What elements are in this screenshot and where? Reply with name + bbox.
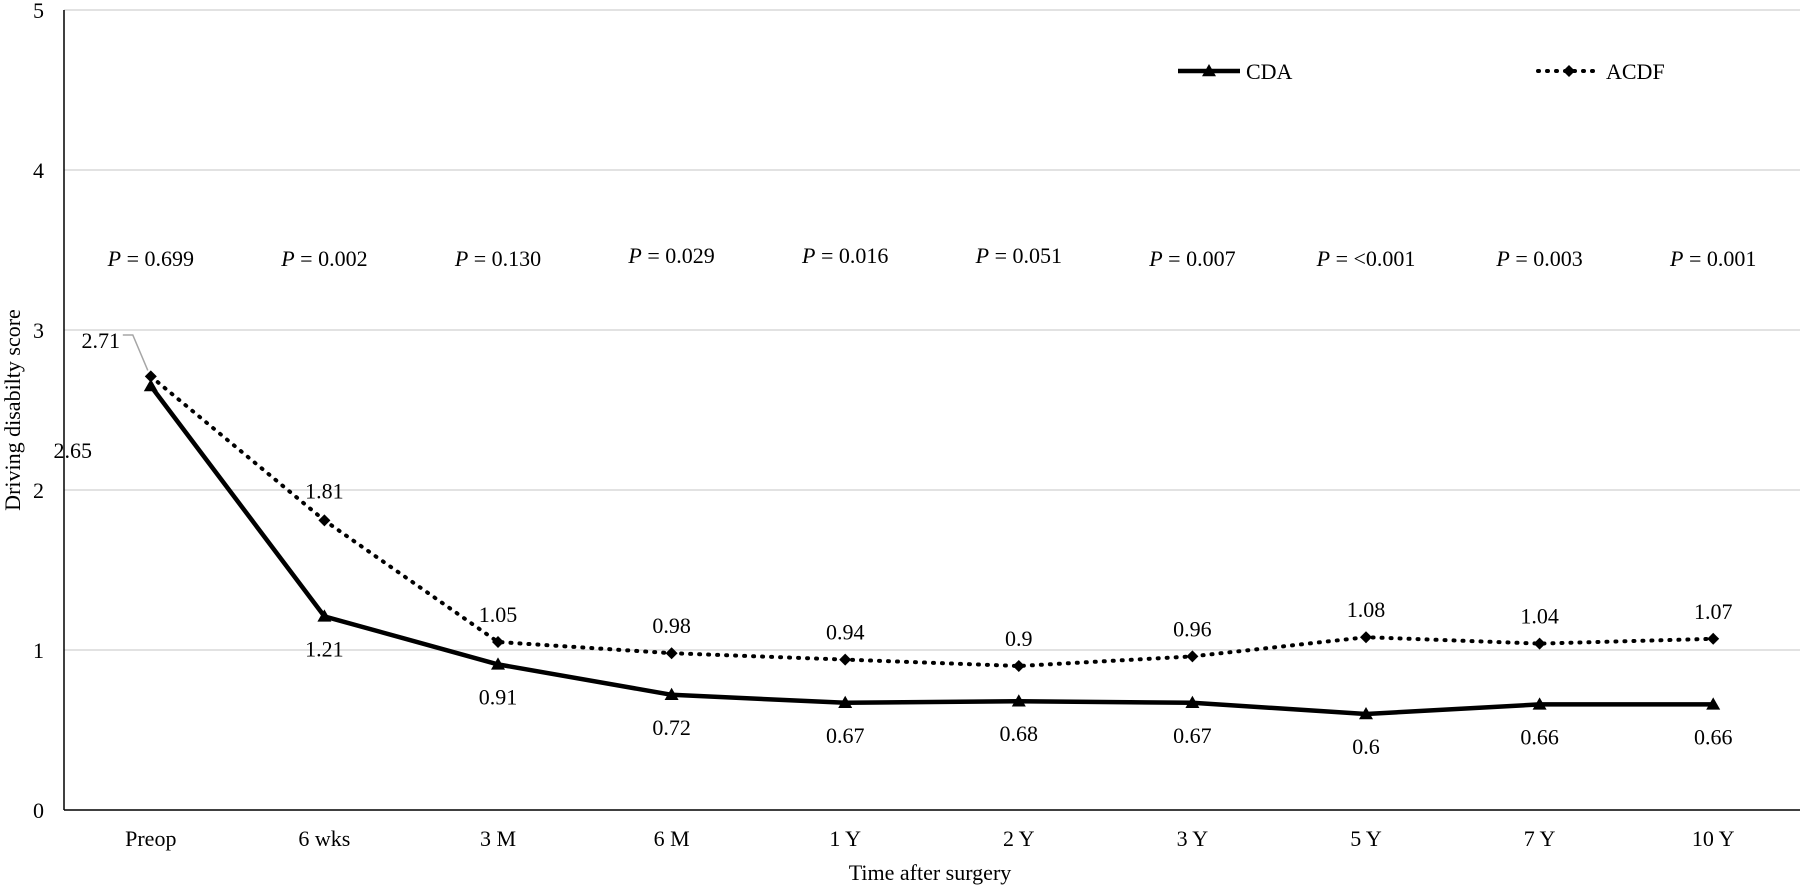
legend-marker-cda [1202, 64, 1216, 77]
data-label-acdf: 1.08 [1347, 597, 1386, 622]
data-label-acdf: 1.04 [1520, 604, 1559, 629]
data-label-cda: 0.66 [1520, 724, 1559, 749]
x-axis-label: Time after surgery [849, 860, 1012, 885]
data-label-cda: 0.67 [826, 723, 865, 748]
x-tick-label: 10 Y [1692, 826, 1735, 851]
x-tick-label: 7 Y [1524, 826, 1556, 851]
series-line-acdf [148, 374, 1716, 668]
data-point-acdf [1360, 631, 1372, 644]
x-tick-label: 3 M [480, 826, 516, 851]
p-value-annotation: P = 0.051 [975, 243, 1062, 268]
y-tick-labels: 0 1 2 3 4 5 [33, 0, 44, 823]
data-label-cda: 0.68 [1000, 721, 1039, 746]
data-point-acdf [665, 647, 678, 660]
gridlines [64, 9, 1800, 651]
data-point-cda [838, 695, 853, 709]
series-line-cda [149, 384, 1714, 717]
y-tick-label: 3 [33, 318, 44, 343]
data-label-acdf: 1.07 [1694, 599, 1733, 624]
data-point-acdf [1186, 650, 1199, 663]
y-tick-label: 1 [33, 638, 44, 663]
data-label-cda: 0.6 [1352, 734, 1380, 759]
p-value-annotation: P = 0.001 [1669, 246, 1756, 271]
x-tick-label: 6 M [654, 826, 690, 851]
x-tick-label: 5 Y [1350, 826, 1382, 851]
series-lines [143, 370, 1721, 720]
data-point-acdf [144, 370, 157, 383]
data-label-cda: 0.91 [479, 684, 518, 709]
x-tick-label: 3 Y [1177, 826, 1209, 851]
data-point-acdf [492, 636, 504, 648]
p-value-annotation: P = <0.001 [1316, 246, 1416, 271]
data-label-acdf: 0.98 [652, 613, 691, 638]
y-tick-label: 5 [33, 0, 44, 23]
legend-label-cda: CDA [1246, 59, 1293, 84]
legend: CDA ACDF [1178, 59, 1665, 84]
legend-label-acdf: ACDF [1606, 59, 1665, 84]
data-point-acdf [1012, 660, 1025, 672]
p-value-annotation: P = 0.130 [454, 246, 541, 271]
data-label-cda: 2.65 [54, 438, 93, 463]
data-label-cda: 1.21 [305, 636, 344, 661]
data-point-cda [491, 657, 505, 670]
y-tick-label: 2 [33, 478, 44, 503]
p-value-annotation: P = 0.016 [801, 243, 888, 268]
data-point-cda [664, 687, 679, 701]
data-point-cda [317, 609, 332, 622]
data-label-acdf: 2.71 [82, 328, 121, 353]
data-point-cda [1359, 707, 1373, 720]
p-value-annotation: P = 0.029 [627, 243, 714, 268]
data-label-cda: 0.67 [1173, 723, 1212, 748]
data-point-acdf [318, 514, 331, 527]
data-point-cda [1706, 697, 1721, 710]
p-value-annotations: P = 0.699 P = 0.002 P = 0.130 P = 0.029 P = … [107, 243, 1757, 271]
data-label-acdf: 1.81 [305, 478, 344, 503]
data-label-cda: 0.66 [1694, 724, 1733, 749]
p-value-annotation: P = 0.007 [1148, 246, 1235, 271]
data-point-acdf [1533, 637, 1546, 650]
legend-marker-acdf [1563, 65, 1575, 77]
y-tick-label: 4 [33, 158, 44, 183]
y-axis-label: Driving disabilty score [0, 309, 25, 511]
axes [63, 10, 1800, 811]
x-tick-label: 1 Y [829, 826, 861, 851]
p-value-annotation: P = 0.003 [1495, 246, 1582, 271]
x-tick-label: 6 wks [298, 826, 350, 851]
data-point-cda [1011, 694, 1026, 707]
data-point-cda [1185, 695, 1200, 709]
p-value-annotation: P = 0.002 [280, 246, 367, 271]
data-labels: 2.65 1.21 0.91 0.72 0.67 0.68 0.67 0.6 0.66 0.66 2… [54, 328, 1733, 759]
x-tick-label: 2 Y [1003, 826, 1035, 851]
data-point-cda [1532, 697, 1547, 710]
leader-line [122, 334, 149, 371]
x-tick-labels: Preop 6 wks 3 M 6 M 1 Y 2 Y 3 Y 5 Y 7 Y 10 Y [125, 826, 1734, 851]
x-tick-label: Preop [125, 826, 176, 851]
y-tick-label: 0 [33, 798, 44, 823]
data-label-acdf: 0.94 [826, 620, 865, 645]
data-label-cda: 0.72 [652, 715, 691, 740]
data-point-acdf [1707, 632, 1720, 645]
data-label-acdf: 0.96 [1173, 616, 1212, 641]
data-label-acdf: 1.05 [479, 602, 518, 627]
data-point-acdf [839, 653, 852, 666]
data-label-acdf: 0.9 [1005, 626, 1033, 651]
data-point-cda [143, 379, 158, 392]
p-value-annotation: P = 0.699 [107, 246, 194, 271]
